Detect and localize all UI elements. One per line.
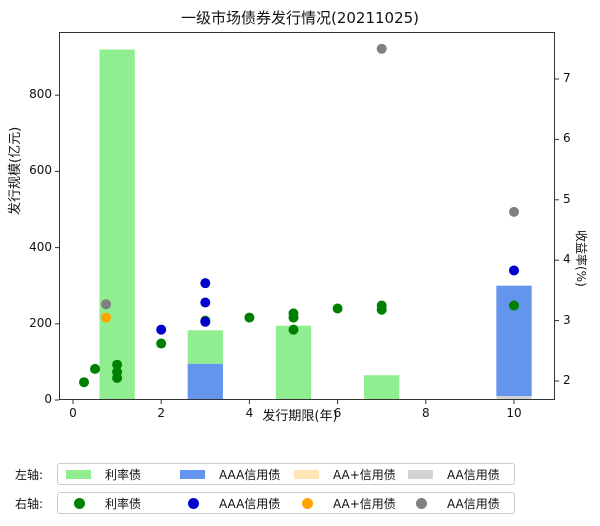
legend-marker <box>74 497 85 509</box>
legend-item-aaplus-dot: AA+信用债 <box>286 495 400 512</box>
legend-item-rate-bond-dot: 利率债 <box>58 495 172 512</box>
scatter-layer <box>79 43 519 388</box>
scatter-point <box>156 324 167 335</box>
tick-label: 5 <box>563 191 571 206</box>
legend-right-axis: 右轴: 利率债 AAA信用债 AA+信用债 AA信用债 <box>15 491 515 515</box>
bar <box>496 396 532 400</box>
bar <box>364 375 400 400</box>
scatter-point <box>244 312 255 323</box>
scatter-point <box>112 359 123 370</box>
scatter-point <box>90 363 101 374</box>
legend-item-aaa-dot: AAA信用债 <box>172 495 286 512</box>
legend-item-aa-dot: AA信用债 <box>400 495 514 512</box>
scatter-point <box>332 303 343 314</box>
tick-label: 0 <box>69 406 77 420</box>
plot-area <box>59 32 555 400</box>
legend-left-axis: 左轴: 利率债 AAA信用债 AA+信用债 AA信用债 <box>15 462 515 486</box>
tick-label: 4 <box>563 252 571 267</box>
scatter-point <box>288 324 299 335</box>
tick-label: 2 <box>157 406 165 420</box>
legend-marker <box>416 497 427 509</box>
legend-swatch <box>408 469 433 479</box>
axis-ticks <box>55 78 559 404</box>
legend-marker <box>188 497 199 509</box>
legend-item-aa-bar: AA信用债 <box>400 466 514 483</box>
scatter-point <box>101 299 112 310</box>
legend-marker <box>302 497 313 509</box>
legend-right-box: 利率债 AAA信用债 AA+信用债 AA信用债 <box>57 492 515 514</box>
x-axis-label: 发行期限(年) <box>262 409 338 424</box>
legend-item-rate-bond-bar: 利率债 <box>58 466 172 483</box>
bar <box>187 330 223 364</box>
tick-label: 600 <box>29 163 52 178</box>
tick-label: 7 <box>563 71 571 85</box>
scatter-point <box>509 206 519 217</box>
legend-right-axis-label: 右轴: <box>15 496 44 511</box>
scatter-point <box>101 312 112 323</box>
scatter-point <box>509 300 519 311</box>
legend-swatch <box>180 469 205 479</box>
scatter-point <box>156 338 167 349</box>
bar <box>99 49 135 400</box>
tick-label: 2 <box>563 373 571 387</box>
tick-label: 0 <box>44 392 52 406</box>
tick-label: 8 <box>421 406 430 420</box>
bar-layer <box>99 49 532 400</box>
scatter-point <box>112 372 123 383</box>
scatter-point <box>288 312 299 323</box>
bar <box>275 325 312 400</box>
legend-item-aaplus-bar: AA+信用债 <box>286 466 400 483</box>
legend-left-box: 利率债 AAA信用债 AA+信用债 AA信用债 <box>57 463 515 485</box>
legend-swatch <box>294 469 319 479</box>
tick-label: 800 <box>29 87 52 102</box>
bar <box>187 363 223 400</box>
scatter-point <box>200 316 211 327</box>
legend-left-axis-label: 左轴: <box>15 467 44 482</box>
tick-label: 6 <box>563 131 571 146</box>
scatter-point <box>200 297 211 308</box>
scatter-point <box>376 43 387 54</box>
tick-label: 200 <box>29 315 52 330</box>
tick-label: 10 <box>506 406 522 420</box>
tick-label: 6 <box>333 406 342 420</box>
chart-title: 一级市场债券发行情况(20211025) <box>180 9 420 27</box>
tick-label: 4 <box>245 406 254 420</box>
legend-item-aaa-bar: AAA信用债 <box>172 466 286 483</box>
scatter-point <box>200 278 211 289</box>
scatter-point <box>79 377 90 388</box>
scatter-point <box>376 304 387 315</box>
scatter-point <box>509 265 519 276</box>
tick-label: 400 <box>29 239 52 254</box>
legend-swatch <box>66 469 91 479</box>
tick-label: 3 <box>563 312 571 327</box>
